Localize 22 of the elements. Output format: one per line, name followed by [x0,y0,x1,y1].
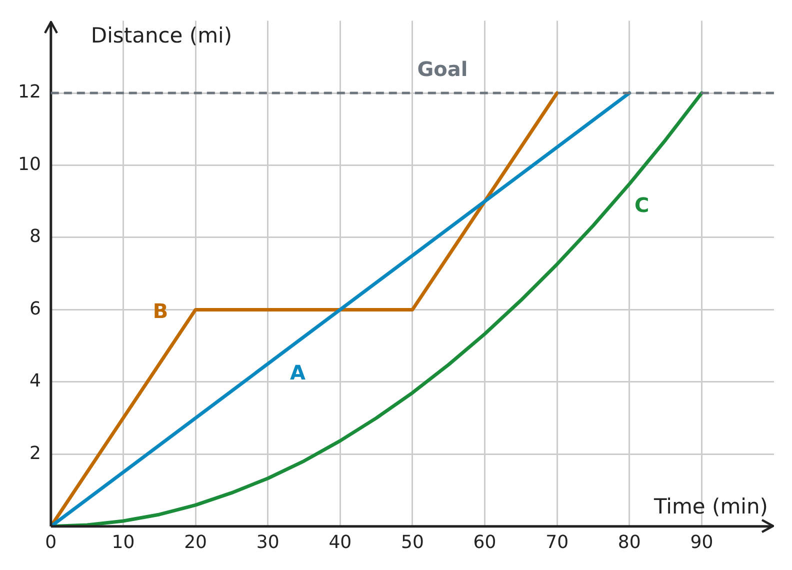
ref-line-label: Goal [417,57,468,82]
y-tick-label: 6 [29,298,41,320]
x-tick-label: 50 [401,532,424,553]
series-label: B [152,299,168,324]
x-tick-label: 80 [618,532,641,553]
x-tick-label: 40 [328,532,352,553]
series-label: A [290,360,306,384]
y-tick-label: 10 [18,154,41,175]
x-tick-label: 30 [256,532,280,553]
x-tick-label: 70 [546,532,569,553]
x-tick-label: 0 [45,532,57,553]
x-tick-label: 60 [473,532,496,553]
x-tick-label: 10 [112,532,135,553]
y-tick-label: 12 [18,82,41,103]
x-tick-label: 20 [184,532,207,553]
x-tick-label: 90 [690,532,714,553]
y-tick-label: 8 [29,226,41,248]
y-tick-label: 2 [29,442,41,464]
series-label: C [634,193,650,218]
y-tick-label: 4 [29,370,41,392]
x-axis-title: Time (min) [652,494,768,518]
y-axis-title: Distance (mi) [90,23,232,48]
